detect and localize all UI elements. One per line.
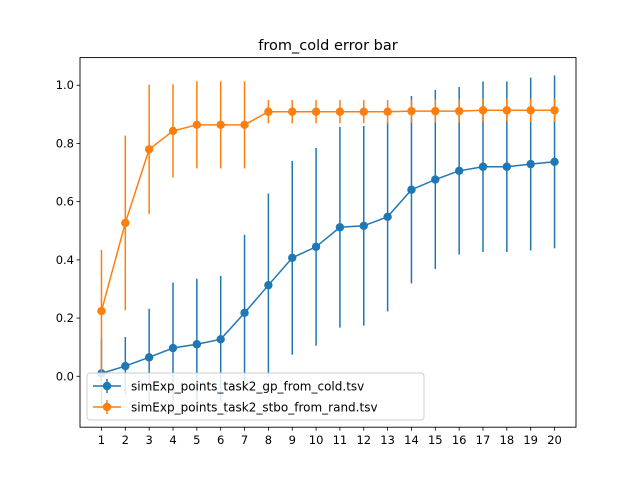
x-tick-label: 2 (122, 433, 129, 447)
legend: simExp_points_task2_gp_from_cold.tsv simE… (87, 373, 424, 420)
data-point (288, 108, 296, 116)
data-point (169, 344, 177, 352)
x-tick-label: 9 (289, 433, 296, 447)
x-tick-label: 5 (193, 433, 200, 447)
data-point (336, 223, 344, 231)
legend-label: simExp_points_task2_stbo_from_rand.tsv (131, 401, 378, 415)
x-tick-label: 18 (500, 433, 515, 447)
legend-entry: simExp_points_task2_stbo_from_rand.tsv (93, 400, 378, 415)
data-point (240, 309, 248, 317)
legend-marker (103, 403, 111, 411)
data-point (526, 106, 534, 114)
data-point (383, 213, 391, 221)
data-point (455, 167, 463, 175)
data-point (193, 340, 201, 348)
data-point (407, 107, 415, 115)
data-point (455, 107, 463, 115)
data-point (264, 108, 272, 116)
y-tick-label: 0.0 (56, 369, 74, 383)
data-point (336, 108, 344, 116)
data-point (264, 281, 272, 289)
x-tick-label: 3 (145, 433, 152, 447)
data-point (312, 108, 320, 116)
data-point (312, 243, 320, 251)
data-point (121, 219, 129, 227)
x-tick-label: 14 (404, 433, 419, 447)
y-tick-label: 0.2 (56, 311, 74, 325)
data-point (431, 107, 439, 115)
x-tick-label: 4 (169, 433, 176, 447)
data-point (360, 108, 368, 116)
data-point (216, 335, 224, 343)
data-point (240, 121, 248, 129)
data-point (383, 108, 391, 116)
x-tick-label: 12 (356, 433, 371, 447)
data-point (193, 121, 201, 129)
data-point (288, 254, 296, 262)
data-point (431, 175, 439, 183)
y-tick-label: 0.6 (56, 195, 74, 209)
y-tick-label: 0.4 (56, 253, 74, 267)
data-point (550, 158, 558, 166)
legend-label: simExp_points_task2_gp_from_cold.tsv (131, 380, 364, 394)
legend-entry: simExp_points_task2_gp_from_cold.tsv (93, 379, 364, 394)
data-point (479, 163, 487, 171)
x-tick-label: 11 (333, 433, 348, 447)
chart-title: from_cold error bar (258, 38, 397, 54)
data-point (503, 163, 511, 171)
x-tick-label: 8 (265, 433, 272, 447)
x-tick-label: 10 (309, 433, 324, 447)
legend-marker (103, 382, 111, 390)
x-tick-label: 1 (98, 433, 105, 447)
x-tick-label: 7 (241, 433, 248, 447)
data-point (407, 186, 415, 194)
x-tick-label: 19 (523, 433, 538, 447)
data-point (526, 160, 534, 168)
data-point (360, 222, 368, 230)
y-tick-label: 0.8 (56, 136, 74, 150)
data-point (550, 106, 558, 114)
data-point (121, 362, 129, 370)
x-tick-label: 13 (380, 433, 395, 447)
data-point (503, 106, 511, 114)
x-tick-label: 15 (428, 433, 443, 447)
data-point (169, 127, 177, 135)
x-tick-label: 17 (476, 433, 491, 447)
x-tick-label: 20 (547, 433, 562, 447)
data-point (145, 145, 153, 153)
data-point (479, 106, 487, 114)
x-tick-label: 16 (452, 433, 467, 447)
data-point (97, 307, 105, 315)
y-tick-label: 1.0 (56, 78, 74, 92)
x-tick-label: 6 (217, 433, 224, 447)
data-point (216, 121, 224, 129)
data-point (145, 353, 153, 361)
